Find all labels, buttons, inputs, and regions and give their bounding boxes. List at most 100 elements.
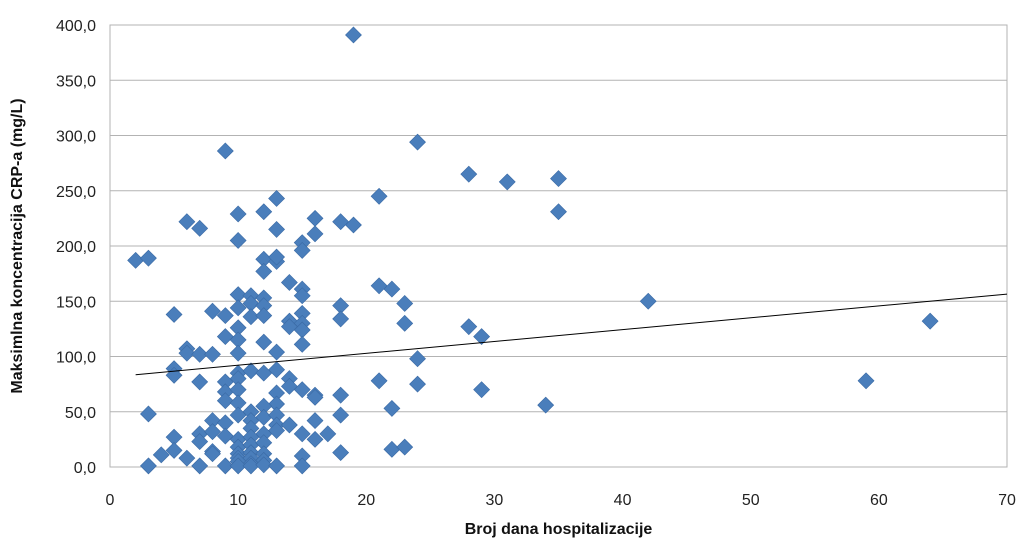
- data-point-diamond: [857, 372, 875, 390]
- trendline: [135, 293, 1008, 376]
- data-point-diamond: [268, 422, 286, 439]
- data-point-diamond: [216, 392, 234, 410]
- data-point-diamond: [204, 302, 221, 320]
- data-point-diamond: [383, 400, 401, 417]
- data-point-diamond: [191, 457, 209, 475]
- data-point-diamond: [293, 335, 311, 353]
- data-point-diamond: [293, 457, 311, 475]
- data-point-diamond: [216, 328, 234, 346]
- data-point-diamond: [191, 345, 209, 363]
- x-tick-label: 10: [229, 492, 247, 509]
- data-point-diamond: [409, 133, 426, 151]
- data-point-diamond: [204, 423, 221, 441]
- y-tick-label: 100,0: [56, 350, 96, 367]
- data-point-diamond: [255, 307, 273, 325]
- data-point-diamond: [140, 457, 157, 475]
- data-point-diamond: [255, 456, 273, 474]
- data-point-diamond: [396, 295, 414, 312]
- data-point-diamond: [165, 306, 183, 323]
- data-point-diamond: [293, 381, 311, 399]
- data-point-diamond: [178, 344, 196, 362]
- data-point-diamond: [293, 287, 311, 305]
- y-tick-label: 250,0: [56, 184, 96, 201]
- data-point-diamond: [242, 308, 260, 326]
- data-point-diamond: [268, 343, 286, 361]
- data-point-diamond: [140, 405, 157, 423]
- data-point-diamond: [191, 219, 209, 237]
- data-point-diamond: [473, 328, 491, 346]
- data-point-diamond: [204, 345, 221, 363]
- data-point-diamond: [216, 457, 234, 475]
- data-point-diamond: [268, 221, 286, 238]
- data-point-diamond: [229, 232, 247, 249]
- data-point-diamond: [460, 165, 478, 183]
- data-point-diamond: [229, 205, 247, 223]
- data-point-diamond: [306, 225, 324, 243]
- plot-area-border: [109, 24, 1008, 468]
- data-point-diamond: [165, 442, 183, 459]
- data-point-diamond: [268, 457, 286, 475]
- data-point-diamond: [178, 449, 196, 467]
- x-tick-label: 0: [106, 492, 115, 509]
- data-point-diamond: [345, 26, 362, 44]
- data-point-diamond: [332, 386, 350, 404]
- x-tick-label: 20: [357, 492, 375, 509]
- x-tick-label: 50: [742, 492, 760, 509]
- y-tick-label: 0,0: [74, 460, 96, 477]
- data-point-diamond: [216, 427, 234, 445]
- data-point-diamond: [268, 190, 286, 207]
- x-tick-label: 30: [486, 492, 504, 509]
- data-point-diamond: [268, 248, 286, 266]
- data-point-diamond: [537, 396, 555, 414]
- data-point-diamond: [306, 430, 324, 448]
- data-point-diamond: [460, 318, 478, 336]
- data-point-diamond: [280, 416, 298, 434]
- data-point-diamond: [268, 361, 286, 379]
- data-point-diamond: [255, 333, 273, 351]
- data-point-diamond: [639, 292, 657, 310]
- data-point-diamond: [293, 241, 311, 259]
- data-points: [127, 26, 939, 475]
- data-point-diamond: [306, 412, 324, 430]
- y-axis-ticks: 0,0 50,0 100,0 150,0 200,0 250,0 300,0 350,0 400…: [56, 18, 96, 477]
- data-point-diamond: [191, 433, 209, 451]
- data-point-diamond: [255, 262, 273, 280]
- data-point-diamond: [178, 213, 196, 231]
- data-point-diamond: [550, 170, 567, 188]
- data-point-diamond: [332, 444, 350, 462]
- y-tick-label: 300,0: [56, 129, 96, 146]
- y-tick-label: 200,0: [56, 239, 96, 256]
- data-point-diamond: [204, 445, 221, 463]
- data-point-diamond: [550, 203, 567, 221]
- data-point-diamond: [370, 277, 388, 295]
- y-tick-label: 400,0: [56, 18, 96, 35]
- data-point-diamond: [216, 142, 234, 160]
- data-point-diamond: [216, 307, 234, 325]
- data-point-diamond: [409, 375, 426, 393]
- data-point-diamond: [152, 446, 170, 464]
- data-point-diamond: [280, 377, 298, 395]
- data-point-diamond: [332, 406, 350, 424]
- data-point-diamond: [191, 373, 209, 391]
- data-point-diamond: [383, 280, 401, 298]
- data-point-diamond: [332, 310, 350, 328]
- data-point-diamond: [473, 381, 491, 399]
- x-tick-label: 70: [998, 492, 1016, 509]
- data-point-diamond: [229, 299, 247, 317]
- y-tick-label: 150,0: [56, 294, 96, 311]
- data-point-diamond: [332, 213, 350, 231]
- x-axis-ticks: 0 10 20 30 40 50 60 70: [106, 492, 1016, 509]
- y-axis-title: Maksimlna koncentracija CRP-a (mg/L): [9, 98, 26, 393]
- data-point-diamond: [242, 362, 260, 380]
- data-point-diamond: [306, 388, 324, 406]
- data-point-diamond: [242, 457, 260, 475]
- data-point-diamond: [319, 425, 337, 443]
- data-point-diamond: [229, 457, 247, 475]
- data-point-diamond: [921, 312, 939, 330]
- y-tick-label: 50,0: [65, 405, 96, 422]
- data-point-diamond: [255, 203, 273, 221]
- data-point-diamond: [280, 274, 298, 291]
- x-axis-title: Broj dana hospitalizacije: [465, 521, 653, 538]
